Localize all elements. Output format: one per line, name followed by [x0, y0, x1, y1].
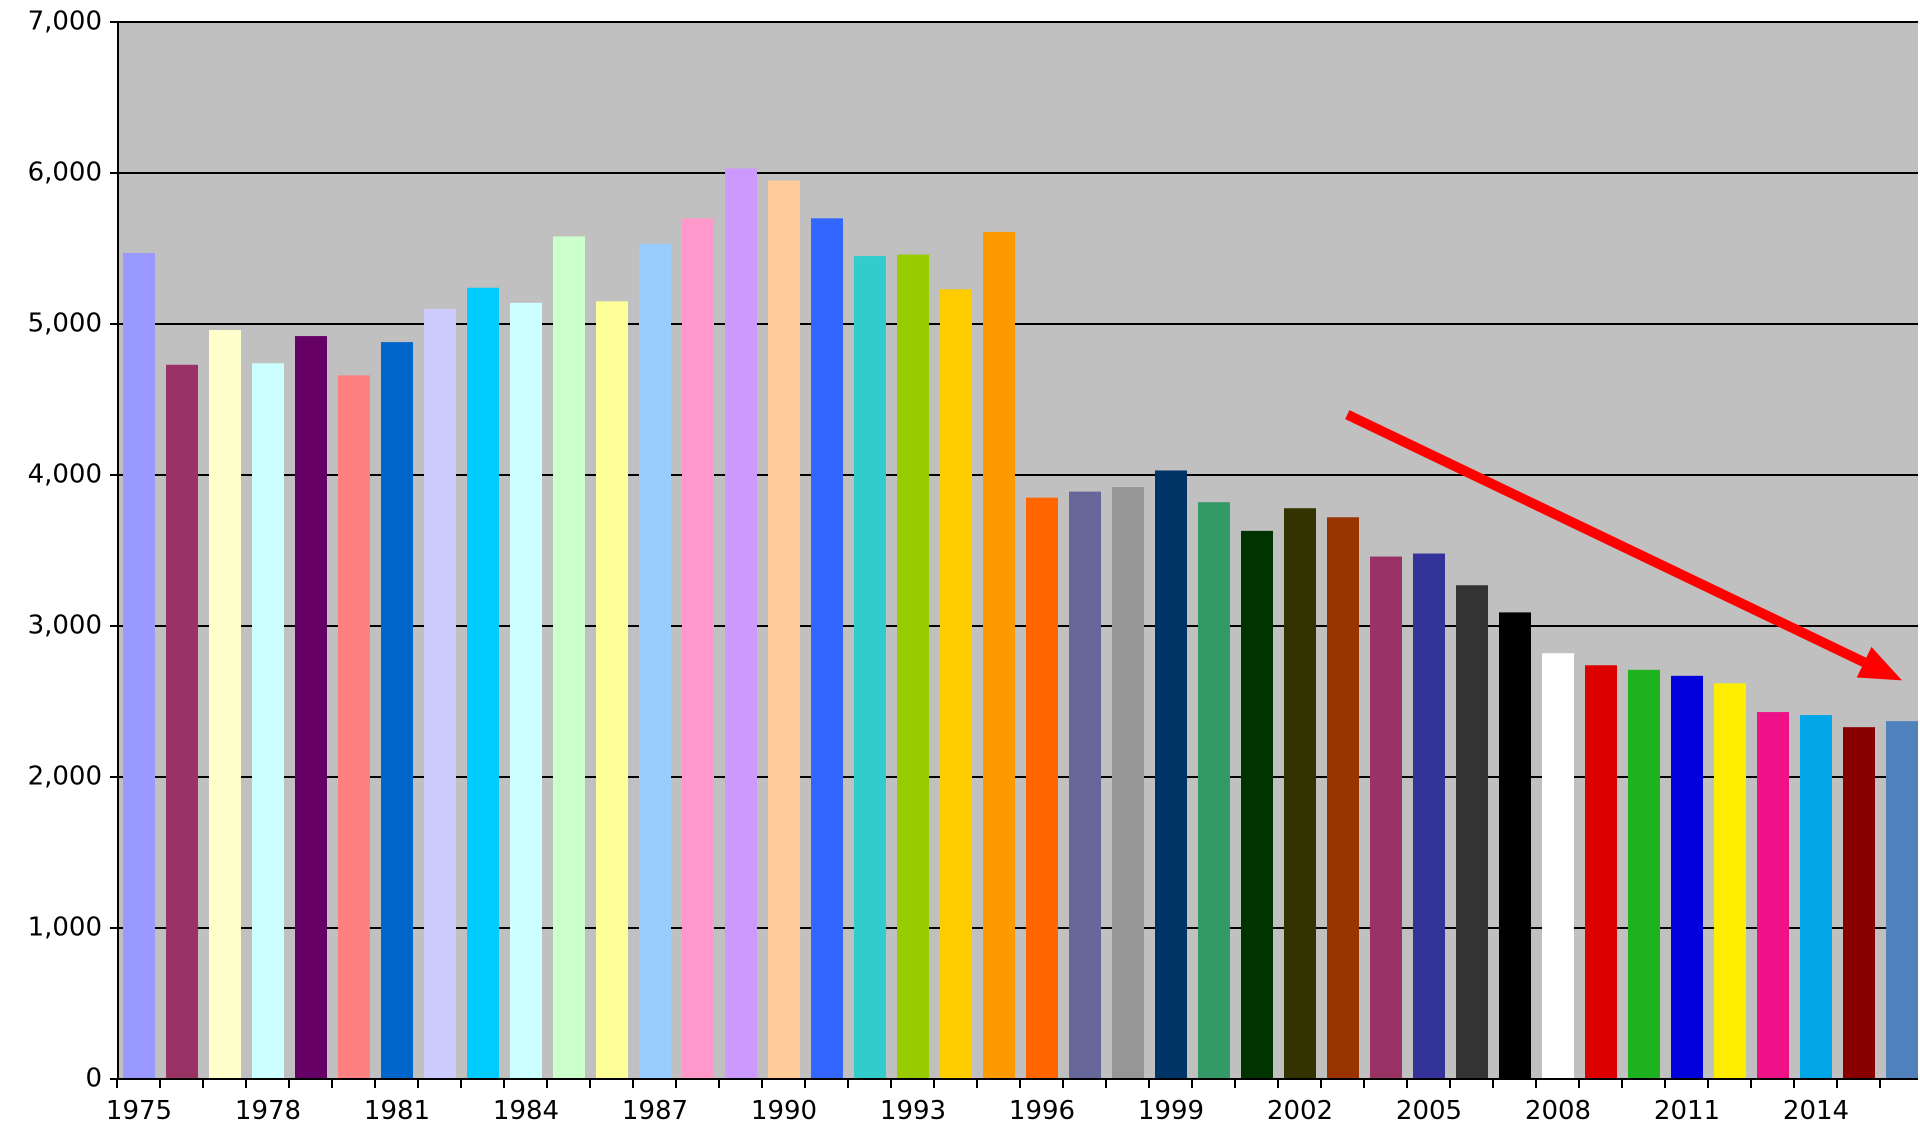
bar-2007	[1499, 612, 1531, 1079]
bar-1995	[983, 231, 1015, 1079]
bar-1980	[338, 375, 370, 1080]
bar-2009	[1585, 665, 1617, 1079]
y-tick-label-5: 5,000	[28, 309, 102, 339]
x-tick-label-1984: 1984	[493, 1096, 559, 1126]
bar-2015	[1843, 727, 1875, 1079]
bar-2001	[1241, 530, 1273, 1079]
bar-1985	[553, 236, 585, 1080]
bar-1986	[596, 301, 628, 1080]
bar-2016	[1886, 721, 1918, 1079]
x-tick-label-2008: 2008	[1525, 1096, 1591, 1126]
x-tick-label-1975: 1975	[106, 1096, 172, 1126]
y-tick-label-4: 4,000	[28, 460, 102, 490]
x-tick-label-2014: 2014	[1783, 1096, 1849, 1126]
annotations	[1345, 410, 1902, 681]
bars	[123, 168, 1918, 1080]
x-tick-label-1996: 1996	[1009, 1096, 1075, 1126]
x-tick-label-2011: 2011	[1654, 1096, 1720, 1126]
x-tick-label-2002: 2002	[1267, 1096, 1333, 1126]
bar-1976	[166, 364, 198, 1079]
bar-2013	[1757, 712, 1789, 1079]
x-tick-label-1993: 1993	[880, 1096, 946, 1126]
bar-2006	[1456, 585, 1488, 1079]
x-tick-label-1981: 1981	[364, 1096, 430, 1126]
x-tick-label-1999: 1999	[1138, 1096, 1204, 1126]
bar-1997	[1069, 491, 1101, 1079]
bar-2000	[1198, 502, 1230, 1079]
y-tick-label-6: 6,000	[28, 158, 102, 188]
trend-arrow-head-0	[1856, 646, 1902, 681]
y-tick-label-0: 0	[85, 1064, 102, 1094]
bar-1982	[424, 308, 456, 1079]
x-tick-label-1987: 1987	[622, 1096, 688, 1126]
bar-1988	[682, 218, 714, 1080]
x-tick-label-2005: 2005	[1396, 1096, 1462, 1126]
bar-1984	[510, 302, 542, 1079]
y-tick-label-3: 3,000	[28, 611, 102, 641]
y-axis-ticks: 0 1,000 2,000 3,000 4,000 5,000 6,000 7,000	[28, 7, 118, 1094]
bar-1978	[252, 363, 284, 1079]
bar-2005	[1413, 553, 1445, 1079]
y-tick-label-7: 7,000	[28, 7, 102, 37]
y-tick-label-2: 2,000	[28, 762, 102, 792]
x-tick-label-1990: 1990	[751, 1096, 817, 1126]
bar-2014	[1800, 715, 1832, 1079]
trend-arrow-shaft-0	[1345, 410, 1867, 667]
x-tick-label-1978: 1978	[235, 1096, 301, 1126]
bar-1987	[639, 243, 671, 1080]
bar-2002	[1284, 508, 1316, 1080]
bar-1990	[768, 180, 800, 1080]
bar-1991	[811, 218, 843, 1080]
bar-1983	[467, 287, 499, 1079]
bar-2004	[1370, 556, 1402, 1079]
bar-2003	[1327, 517, 1359, 1079]
bar-1981	[381, 342, 413, 1079]
y-tick-label-1: 1,000	[28, 913, 102, 943]
bar-1994	[940, 289, 972, 1079]
bar-1999	[1155, 470, 1187, 1080]
bar-1979	[295, 336, 327, 1080]
bar-1998	[1112, 487, 1144, 1080]
bar-2011	[1671, 675, 1703, 1079]
bar-2008	[1542, 653, 1574, 1079]
plot-area	[118, 22, 1918, 1079]
bar-1992	[854, 256, 886, 1079]
bar-1977	[209, 330, 241, 1079]
bar-2012	[1714, 683, 1746, 1079]
gridlines	[118, 21, 1918, 929]
bar-1996	[1026, 497, 1058, 1079]
bar-1989	[725, 168, 757, 1080]
bar-1975	[123, 253, 155, 1079]
bar-2010	[1628, 669, 1660, 1079]
bar-1993	[897, 254, 929, 1080]
x-axis-ticks: 1975 1978 1981 1984 1987 1990 1993 1996 1999 2002…	[106, 1079, 1881, 1126]
